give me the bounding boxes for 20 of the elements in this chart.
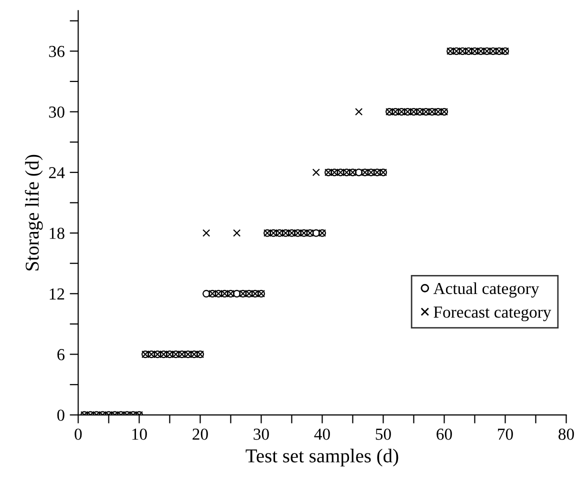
y-tick-label: 30 (49, 106, 64, 118)
y-tick-label: 0 (57, 410, 64, 421)
x-axis-title: Test set samples (d) (246, 448, 398, 466)
x-tick-label: 0 (74, 428, 82, 440)
x-tick-label: 70 (498, 428, 513, 440)
y-axis-title: Storage life (d) (24, 154, 43, 270)
x-tick-label: 60 (436, 428, 452, 440)
y-tick-label: 24 (49, 167, 65, 178)
y-tick-label: 6 (57, 349, 65, 360)
legend-label: Forecast category (434, 306, 552, 322)
x-tick-label: 20 (192, 428, 208, 440)
y-tick-label: 12 (50, 288, 64, 300)
x-tick-label: 80 (558, 428, 574, 440)
legend-label: Actual category (433, 282, 540, 298)
x-tick-label: 10 (132, 428, 147, 440)
y-tick-label: 36 (49, 46, 65, 58)
y-tick-label: 18 (50, 228, 64, 239)
x-tick-label: 40 (314, 428, 330, 440)
x-tick-label: 30 (254, 428, 269, 440)
x-tick-label: 50 (376, 428, 391, 440)
